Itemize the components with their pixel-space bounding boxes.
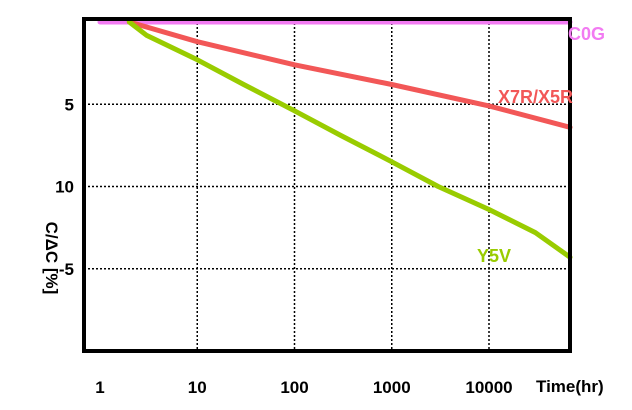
tick-labels: 1 10 100 1000 10000 5 10 -5 bbox=[55, 95, 513, 397]
series-line-x7r-x5r bbox=[126, 19, 573, 130]
x-tick-label: 10 bbox=[188, 378, 207, 397]
axis-labels: Time(hr) C/ΔC [%] bbox=[42, 222, 604, 396]
x-tick-label: 1 bbox=[95, 378, 104, 397]
y-tick-label: -5 bbox=[59, 260, 74, 279]
y-tick-label: 10 bbox=[55, 178, 74, 197]
series-line-y5v bbox=[126, 19, 573, 260]
y-tick-label: 5 bbox=[65, 95, 74, 114]
x-tick-label: 10000 bbox=[465, 378, 512, 397]
series-label-c0g: C0G bbox=[568, 24, 605, 44]
series-label-y5v: Y5V bbox=[477, 246, 511, 266]
y-axis-label: C/ΔC [%] bbox=[42, 222, 61, 295]
series-labels: C0G X7R/X5R Y5V bbox=[477, 24, 605, 266]
x-tick-label: 100 bbox=[280, 378, 308, 397]
series-layer bbox=[97, 19, 573, 260]
plot-frame bbox=[82, 17, 572, 353]
x-tick-label: 1000 bbox=[373, 378, 411, 397]
x-axis-label: Time(hr) bbox=[536, 377, 604, 396]
series-label-x7r-x5r: X7R/X5R bbox=[498, 87, 573, 107]
